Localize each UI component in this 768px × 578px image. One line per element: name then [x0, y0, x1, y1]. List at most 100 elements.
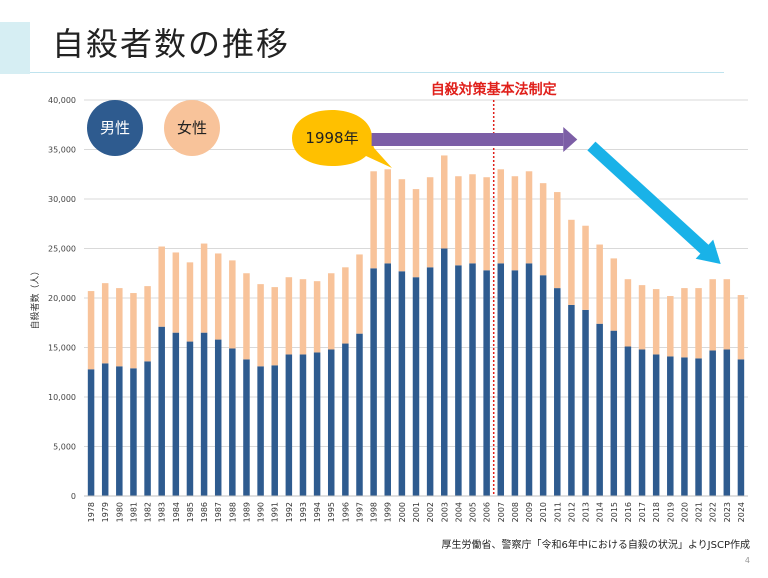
bar-male-1981: [130, 368, 137, 496]
bar-female-1979: [101, 283, 109, 364]
y-tick-label: 10,000: [48, 393, 76, 402]
bar-male-1983: [158, 326, 165, 496]
decline-arrow: [587, 141, 721, 264]
bar-female-2014: [596, 244, 603, 324]
bar-male-2022: [709, 350, 716, 496]
x-tick-label: 1980: [115, 502, 124, 522]
x-tick-label: 2009: [525, 502, 534, 522]
x-tick-label: 2023: [723, 502, 732, 522]
x-tick-label: 2010: [539, 502, 548, 522]
x-tick-label: 2000: [398, 502, 407, 522]
bar-male-1994: [313, 352, 321, 496]
bar-female-2011: [554, 192, 561, 289]
x-tick-label: 2002: [426, 502, 435, 522]
bar-male-2013: [582, 309, 589, 496]
y-tick-label: 15,000: [48, 344, 76, 353]
bar-male-1984: [172, 332, 180, 496]
x-tick-label: 1994: [313, 502, 322, 522]
title-divider: [30, 72, 724, 73]
x-tick-label: 1987: [214, 502, 223, 522]
x-tick-label: 1988: [228, 502, 237, 522]
bar-female-2018: [652, 289, 660, 355]
bar-female-2005: [469, 174, 476, 264]
bar-male-1992: [285, 354, 293, 496]
x-tick-label: 1978: [87, 502, 96, 522]
title-accent-bar: [0, 22, 30, 74]
bar-female-1981: [130, 293, 137, 369]
bar-male-1979: [101, 363, 109, 496]
bar-female-2020: [681, 288, 688, 358]
x-tick-label: 1979: [101, 502, 110, 522]
legend-swatch-male: [87, 100, 143, 156]
bar-male-2008: [511, 270, 519, 496]
bar-male-1996: [342, 343, 349, 496]
bar-male-1985: [186, 341, 194, 496]
bar-male-2021: [695, 358, 702, 496]
x-tick-label: 1991: [271, 502, 280, 522]
x-tick-label: 2007: [497, 502, 506, 522]
slide-title: 自殺者数の推移: [52, 25, 291, 63]
plateau-arrow-shaft: [371, 133, 564, 146]
bar-female-1990: [257, 284, 264, 367]
bar-male-2023: [723, 349, 731, 496]
x-tick-label: 2015: [610, 502, 619, 522]
x-tick-label: 1999: [384, 502, 393, 522]
x-tick-label: 1984: [172, 502, 181, 522]
bar-male-1998: [370, 268, 377, 496]
x-tick-label: 2006: [483, 502, 492, 522]
bar-male-2010: [539, 275, 547, 496]
bar-male-2011: [554, 288, 561, 496]
bar-female-2015: [610, 258, 618, 331]
x-tick-label: 1996: [341, 502, 350, 522]
source-note: 厚生労働省、警察庁「令和6年中における自殺の状況」よりJSCP作成: [441, 540, 750, 551]
bar-female-2013: [582, 225, 589, 310]
y-tick-label: 35,000: [48, 146, 76, 155]
year-callout-label: 1998年: [305, 129, 358, 147]
bar-male-2002: [426, 267, 434, 496]
x-tick-label: 1989: [242, 502, 251, 522]
bar-male-1982: [144, 361, 151, 496]
bar-male-2015: [610, 330, 618, 496]
bar-female-1995: [327, 273, 335, 350]
bar-male-2004: [455, 265, 462, 496]
y-tick-label: 30,000: [48, 195, 76, 204]
bar-female-2022: [709, 279, 716, 351]
bar-male-2006: [483, 270, 490, 496]
bar-female-1997: [356, 254, 363, 334]
x-tick-label: 2022: [709, 502, 718, 522]
x-tick-label: 2021: [695, 502, 704, 522]
y-tick-label: 25,000: [48, 245, 76, 254]
bar-male-1986: [200, 332, 208, 496]
bar-male-2019: [667, 356, 674, 496]
bar-male-1991: [271, 365, 278, 496]
bar-male-1987: [214, 339, 222, 496]
bar-female-2010: [539, 183, 547, 276]
x-tick-label: 2016: [624, 502, 633, 522]
bar-female-1991: [271, 287, 278, 366]
bar-male-2007: [497, 263, 505, 496]
bar-male-2009: [525, 263, 533, 496]
x-tick-label: 1982: [144, 502, 153, 522]
bar-male-1997: [356, 333, 363, 496]
law-enactment-label: 自殺対策基本法制定: [431, 81, 557, 98]
x-tick-label: 2019: [666, 502, 675, 522]
x-tick-label: 2005: [469, 502, 478, 522]
bar-female-1998: [370, 171, 377, 269]
y-axis-label: 自殺者数（人）: [29, 266, 41, 329]
x-tick-label: 1993: [299, 502, 308, 522]
legend-label-female: 女性: [177, 119, 207, 137]
y-tick-label: 40,000: [48, 96, 76, 105]
bar-male-2012: [568, 304, 575, 496]
x-tick-label: 1983: [158, 502, 167, 522]
x-tick-label: 2024: [737, 502, 746, 522]
x-tick-label: 1998: [370, 502, 379, 522]
bar-female-1985: [186, 262, 194, 342]
x-tick-label: 1992: [285, 502, 294, 522]
x-tick-label: 2014: [596, 502, 605, 522]
bar-female-1983: [158, 246, 165, 327]
x-tick-label: 1981: [129, 502, 138, 522]
y-tick-label: 0: [71, 492, 76, 501]
bar-female-2000: [398, 179, 406, 272]
bar-male-1993: [299, 354, 307, 496]
bar-male-1989: [243, 359, 250, 496]
